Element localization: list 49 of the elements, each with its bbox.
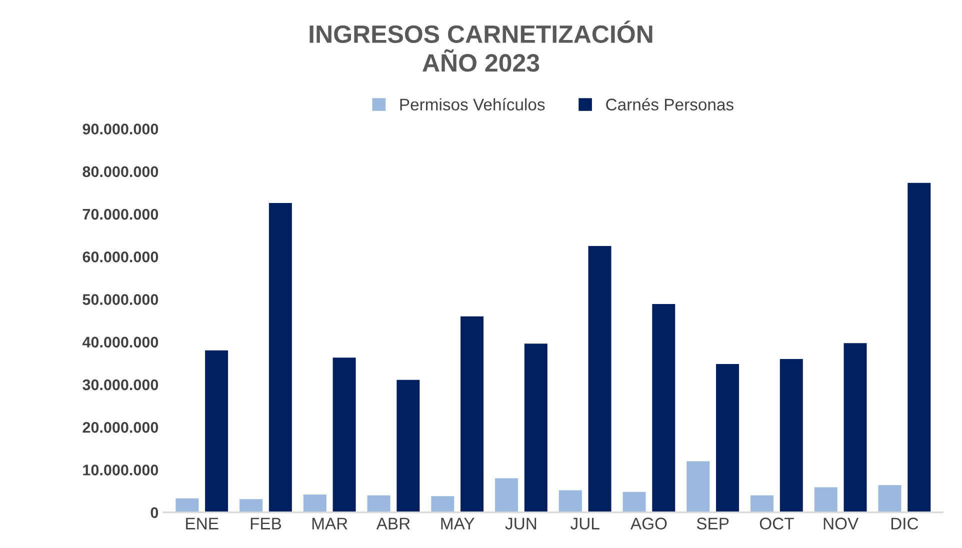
bar (750, 495, 774, 512)
bar (431, 496, 454, 512)
legend-label: Permisos Vehículos (400, 98, 545, 110)
bar (396, 380, 420, 512)
x-tick-label: SEP (696, 518, 729, 530)
bar (460, 316, 484, 512)
y-tick-label: 70.000.000 (82, 208, 158, 220)
bar (332, 358, 356, 512)
y-tick-label: 30.000.000 (82, 379, 158, 390)
bar (205, 350, 228, 512)
bar (878, 485, 902, 512)
y-tick-label: 50.000.000 (82, 294, 158, 305)
chart-title: INGRESOS CARNETIZACIÓN AÑO 2023 (310, 20, 652, 72)
bar (588, 246, 612, 512)
bar (268, 202, 292, 512)
bar (240, 499, 263, 512)
y-tick-label: 80.000.000 (82, 166, 158, 178)
bar (686, 461, 710, 512)
y-tick-label: 60.000.000 (82, 252, 158, 262)
y-tick-label: 90.000.000 (82, 124, 158, 134)
bar (780, 358, 803, 512)
x-tick-label: MAY (441, 518, 474, 530)
x-tick-label: DIC (891, 518, 918, 530)
x-tick-label: FEB (250, 518, 282, 530)
x-tick-label: ENE (186, 518, 218, 530)
bar (652, 304, 676, 512)
y-tick-label: 20.000.000 (82, 422, 158, 433)
bar (908, 182, 931, 512)
bar (716, 364, 740, 512)
bar (844, 343, 867, 512)
x-tick-label: JUL (570, 518, 600, 530)
x-tick-label: OCT (760, 518, 794, 530)
y-tick-label: 0 (150, 507, 158, 518)
x-tick-label: JUN (505, 518, 536, 530)
bar (176, 498, 199, 512)
bar (367, 495, 390, 512)
bar (814, 487, 838, 512)
bar (495, 478, 518, 512)
x-tick-label: MAR (312, 518, 348, 530)
y-tick-label: 10.000.000 (83, 464, 158, 476)
x-tick-label: AGO (630, 518, 667, 530)
x-tick-label: ABR (376, 518, 410, 530)
x-tick-label: NOV (824, 518, 859, 530)
bar (524, 344, 548, 512)
bar (303, 494, 326, 512)
bar (558, 490, 582, 512)
legend-label: Carnés Personas (606, 98, 734, 110)
y-tick-label: 40.000.000 (82, 336, 158, 348)
bar (622, 492, 646, 512)
